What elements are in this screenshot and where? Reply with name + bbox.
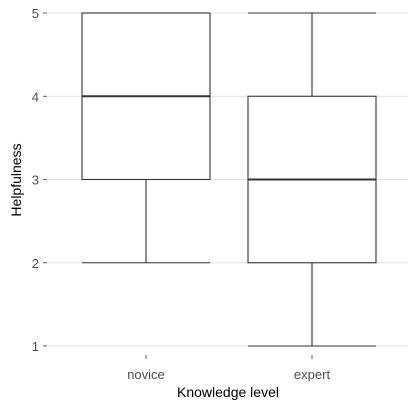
x-tick-label: novice <box>127 367 165 382</box>
box-novice <box>81 12 211 264</box>
y-tick-label: 5 <box>32 6 39 21</box>
y-tick-label: 2 <box>32 256 39 271</box>
y-tick-label: 3 <box>32 173 39 188</box>
x-axis-title: Knowledge level <box>177 384 279 400</box>
x-axis: novice expert <box>127 355 330 382</box>
y-tick-label: 4 <box>32 89 39 104</box>
box-layer <box>81 12 377 347</box>
y-axis-title: Helpfulness <box>8 143 24 216</box>
x-tick-label: expert <box>294 367 331 382</box>
y-axis: 1 2 3 4 5 <box>32 6 47 354</box>
y-tick-label: 1 <box>32 339 39 354</box>
box-expert <box>247 12 377 347</box>
